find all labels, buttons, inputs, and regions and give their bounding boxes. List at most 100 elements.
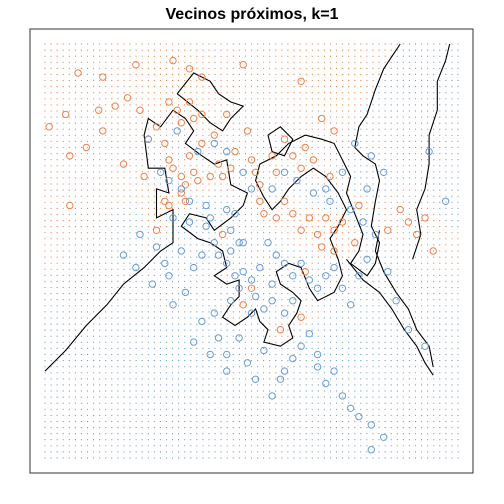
region-dot: [44, 98, 46, 100]
region-dot: [293, 439, 295, 441]
region-dot: [329, 360, 332, 362]
region-dot: [421, 311, 423, 313]
training-point-blue: [313, 284, 322, 292]
region-dot: [153, 317, 155, 319]
region-dot: [390, 195, 392, 197]
region-dot: [171, 140, 174, 142]
region-dot: [50, 433, 52, 435]
region-dot: [390, 61, 392, 63]
region-dot: [269, 311, 271, 313]
region-dot: [311, 372, 313, 374]
region-dot: [402, 366, 404, 368]
region-dot: [305, 86, 307, 88]
region-dot: [184, 323, 186, 325]
region-dot: [105, 55, 107, 57]
region-dot: [159, 238, 161, 240]
region-dot: [226, 335, 228, 337]
region-dot: [439, 274, 441, 276]
region-dot: [141, 293, 143, 295]
region-dot: [50, 286, 52, 289]
training-point-blue: [363, 255, 371, 263]
region-dot: [208, 134, 210, 136]
region-dot: [123, 67, 125, 69]
region-dot: [178, 402, 180, 404]
region-dot: [378, 238, 380, 240]
region-dot: [414, 110, 417, 112]
region-dot: [153, 49, 155, 51]
region-dot: [414, 311, 417, 313]
region-dot: [433, 402, 435, 404]
region-dot: [281, 329, 283, 331]
region-dot: [56, 86, 58, 88]
region-dot: [135, 165, 137, 167]
region-dot: [171, 390, 174, 392]
region-dot: [287, 293, 289, 295]
region-dot: [451, 286, 453, 289]
region-dot: [56, 232, 58, 234]
region-dot: [354, 122, 356, 124]
region-dot: [323, 408, 325, 410]
region-dot: [439, 171, 441, 173]
region-dot: [335, 86, 338, 88]
region-dot: [323, 323, 325, 325]
region-dot: [451, 347, 453, 349]
training-point-orange: [227, 164, 235, 172]
region-dot: [439, 329, 441, 331]
region-dot: [396, 280, 398, 282]
region-dot: [433, 195, 435, 197]
region-dot: [445, 79, 447, 82]
region-dot: [117, 177, 119, 179]
region-dot: [86, 213, 89, 216]
region-dot: [439, 116, 441, 118]
region-dot: [80, 140, 82, 142]
region-dot: [354, 414, 356, 416]
region-dot: [147, 128, 149, 130]
region-dot: [165, 360, 168, 362]
region-dot: [74, 244, 76, 246]
region-dot: [402, 408, 404, 410]
region-dot: [74, 165, 76, 167]
region-dot: [366, 408, 368, 410]
region-dot: [348, 372, 350, 374]
region-dot: [111, 153, 113, 155]
region-dot: [86, 420, 89, 423]
region-dot: [111, 244, 113, 246]
region-dot: [129, 420, 131, 423]
region-dot: [293, 213, 295, 216]
region-dot: [50, 293, 52, 295]
region-dot: [220, 360, 222, 362]
region-dot: [44, 445, 46, 447]
region-dot: [433, 244, 435, 246]
region-dot: [111, 43, 113, 45]
region-dot: [366, 153, 368, 155]
region-dot: [178, 323, 180, 325]
region-dot: [293, 79, 295, 82]
region-dot: [402, 299, 404, 301]
region-dot: [196, 43, 198, 45]
region-dot: [348, 128, 350, 130]
region-dot: [311, 104, 313, 106]
region-dot: [141, 451, 143, 453]
region-dot: [372, 445, 374, 447]
region-dot: [451, 189, 453, 191]
region-dot: [214, 98, 216, 100]
region-dot: [44, 140, 46, 142]
region-dot: [275, 268, 277, 270]
region-dot: [111, 433, 113, 435]
region-dot: [244, 250, 246, 252]
region-dot: [354, 341, 356, 343]
region-dot: [184, 457, 186, 459]
region-dot: [305, 207, 307, 209]
region-dot: [111, 451, 113, 453]
region-dot: [250, 55, 253, 57]
region-dot: [421, 427, 423, 429]
region-dot: [196, 207, 198, 209]
region-dot: [348, 323, 350, 325]
region-dot: [232, 61, 234, 63]
region-dot: [390, 92, 392, 94]
region-dot: [335, 183, 338, 185]
region-dot: [62, 305, 64, 307]
region-dot: [141, 323, 143, 325]
region-dot: [384, 347, 386, 349]
region-dot: [165, 414, 168, 416]
